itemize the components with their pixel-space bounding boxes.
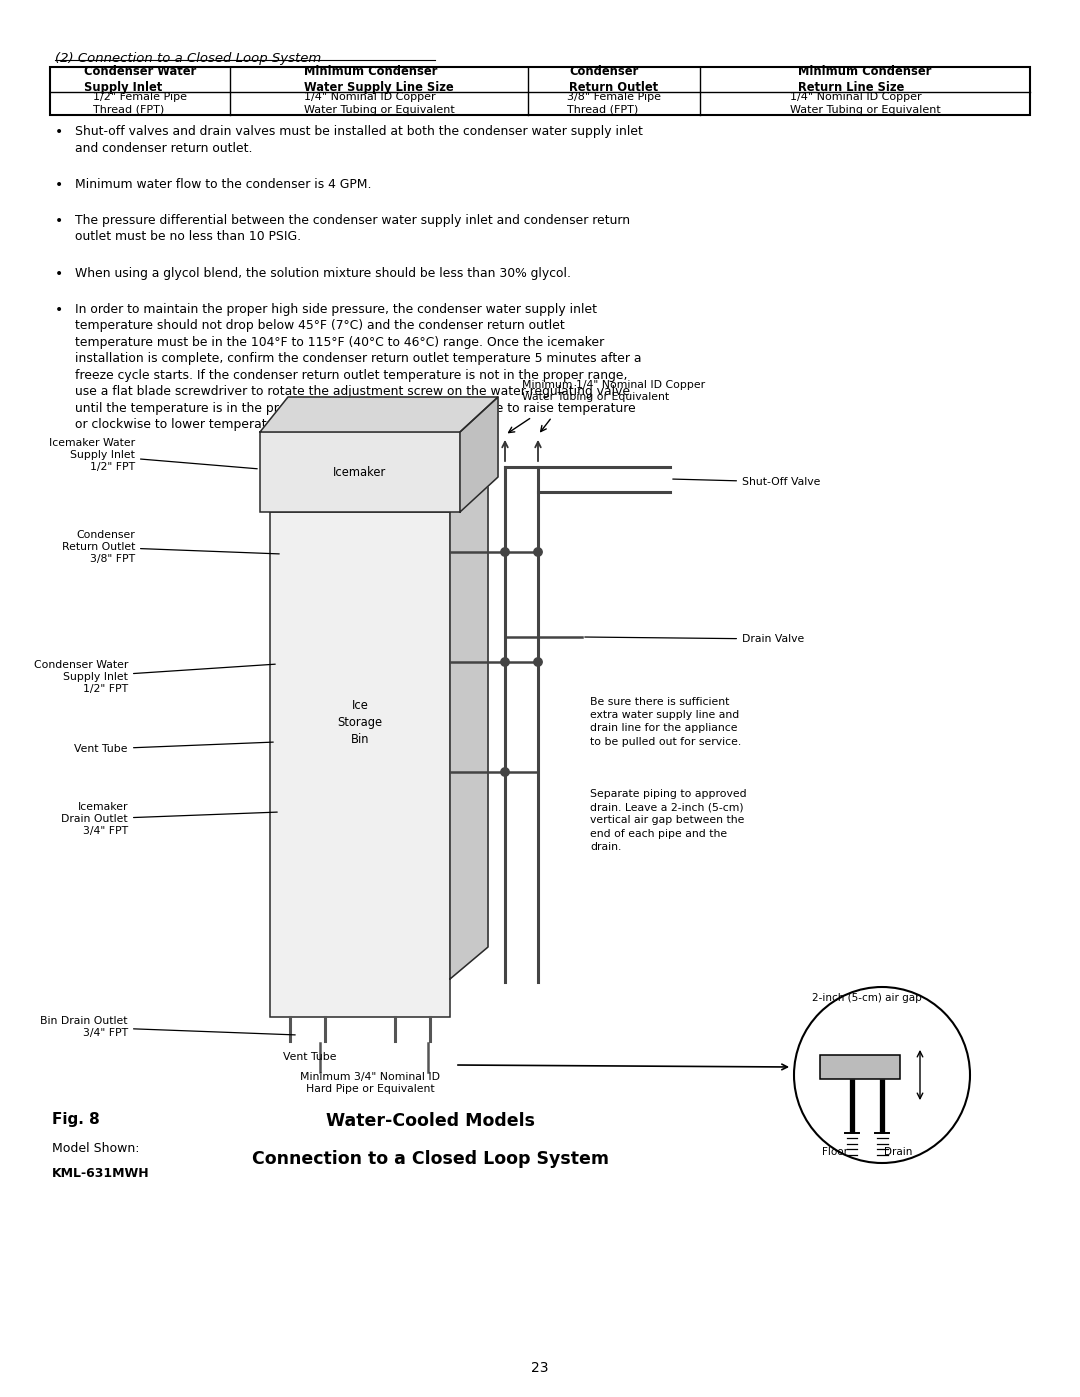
- Text: •: •: [55, 214, 64, 228]
- Text: 2-inch (5-cm) air gap: 2-inch (5-cm) air gap: [812, 993, 921, 1003]
- Circle shape: [534, 548, 542, 556]
- Text: Water-Cooled Models: Water-Cooled Models: [325, 1112, 535, 1130]
- Text: 1/2" Female Pipe
Thread (FPT): 1/2" Female Pipe Thread (FPT): [93, 92, 187, 115]
- Text: 1/4" Nominal ID Copper
Water Tubing or Equivalent: 1/4" Nominal ID Copper Water Tubing or E…: [789, 92, 941, 115]
- Text: KML-631MWH: KML-631MWH: [52, 1166, 150, 1180]
- Text: Vent Tube: Vent Tube: [283, 1052, 337, 1062]
- Text: Condenser
Return Outlet: Condenser Return Outlet: [569, 66, 659, 94]
- Text: Fig. 8: Fig. 8: [52, 1112, 99, 1127]
- Bar: [820, 1055, 900, 1078]
- Text: The pressure differential between the condenser water supply inlet and condenser: The pressure differential between the co…: [75, 214, 630, 243]
- Text: Icemaker: Icemaker: [334, 465, 387, 479]
- Bar: [260, 432, 460, 511]
- Polygon shape: [450, 474, 488, 979]
- Text: •: •: [55, 124, 64, 138]
- Text: Model Shown:: Model Shown:: [52, 1141, 139, 1155]
- Bar: [50, 67, 1030, 115]
- Text: Condenser
Return Outlet
3/8" FPT: Condenser Return Outlet 3/8" FPT: [62, 531, 280, 563]
- Text: Shut-off valves and drain valves must be installed at both the condenser water s: Shut-off valves and drain valves must be…: [75, 124, 643, 155]
- Text: Drain: Drain: [885, 1147, 913, 1157]
- Circle shape: [501, 768, 509, 777]
- Text: •: •: [55, 267, 64, 281]
- Text: In order to maintain the proper high side pressure, the condenser water supply i: In order to maintain the proper high sid…: [75, 303, 642, 432]
- Circle shape: [534, 658, 542, 666]
- Text: Vent Tube: Vent Tube: [75, 742, 273, 754]
- Text: 23: 23: [531, 1361, 549, 1375]
- Text: Icemaker Water
Supply Inlet
1/2" FPT: Icemaker Water Supply Inlet 1/2" FPT: [49, 439, 257, 472]
- Text: Condenser Water
Supply Inlet
1/2" FPT: Condenser Water Supply Inlet 1/2" FPT: [33, 661, 275, 693]
- Text: Bin Drain Outlet
3/4" FPT: Bin Drain Outlet 3/4" FPT: [41, 1016, 295, 1038]
- Text: Icemaker
Drain Outlet
3/4" FPT: Icemaker Drain Outlet 3/4" FPT: [62, 802, 278, 835]
- Text: Minimum Condenser
Water Supply Line Size: Minimum Condenser Water Supply Line Size: [305, 66, 454, 94]
- Text: Ice
Storage
Bin: Ice Storage Bin: [337, 698, 382, 746]
- Text: Minimum 3/4" Nominal ID
Hard Pipe or Equivalent: Minimum 3/4" Nominal ID Hard Pipe or Equ…: [300, 1071, 440, 1094]
- Text: 1/4" Nominal ID Copper
Water Tubing or Equivalent: 1/4" Nominal ID Copper Water Tubing or E…: [303, 92, 455, 115]
- Polygon shape: [460, 397, 498, 511]
- Text: When using a glycol blend, the solution mixture should be less than 30% glycol.: When using a glycol blend, the solution …: [75, 267, 571, 279]
- Text: •: •: [55, 303, 64, 317]
- Text: Minimum 1/4" Nominal ID Copper
Water Tubing or Equivalent: Minimum 1/4" Nominal ID Copper Water Tub…: [522, 380, 705, 402]
- Text: Separate piping to approved
drain. Leave a 2-inch (5-cm)
vertical air gap betwee: Separate piping to approved drain. Leave…: [590, 789, 746, 852]
- Text: 3/8" Female Pipe
Thread (FPT): 3/8" Female Pipe Thread (FPT): [567, 92, 661, 115]
- Text: •: •: [55, 177, 64, 191]
- Bar: [270, 511, 450, 1017]
- Circle shape: [501, 548, 509, 556]
- Text: Minimum water flow to the condenser is 4 GPM.: Minimum water flow to the condenser is 4…: [75, 177, 372, 191]
- Text: Be sure there is sufficient
extra water supply line and
drain line for the appli: Be sure there is sufficient extra water …: [590, 697, 741, 746]
- Circle shape: [501, 658, 509, 666]
- Text: Condenser Water
Supply Inlet: Condenser Water Supply Inlet: [84, 66, 197, 94]
- Text: Drain Valve: Drain Valve: [584, 634, 805, 644]
- Text: Floor: Floor: [822, 1147, 848, 1157]
- Text: Minimum Condenser
Return Line Size: Minimum Condenser Return Line Size: [798, 66, 932, 94]
- Text: Shut-Off Valve: Shut-Off Valve: [673, 476, 821, 488]
- Text: (2) Connection to a Closed Loop System: (2) Connection to a Closed Loop System: [55, 52, 321, 66]
- Text: Connection to a Closed Loop System: Connection to a Closed Loop System: [252, 1150, 608, 1168]
- Polygon shape: [260, 397, 498, 432]
